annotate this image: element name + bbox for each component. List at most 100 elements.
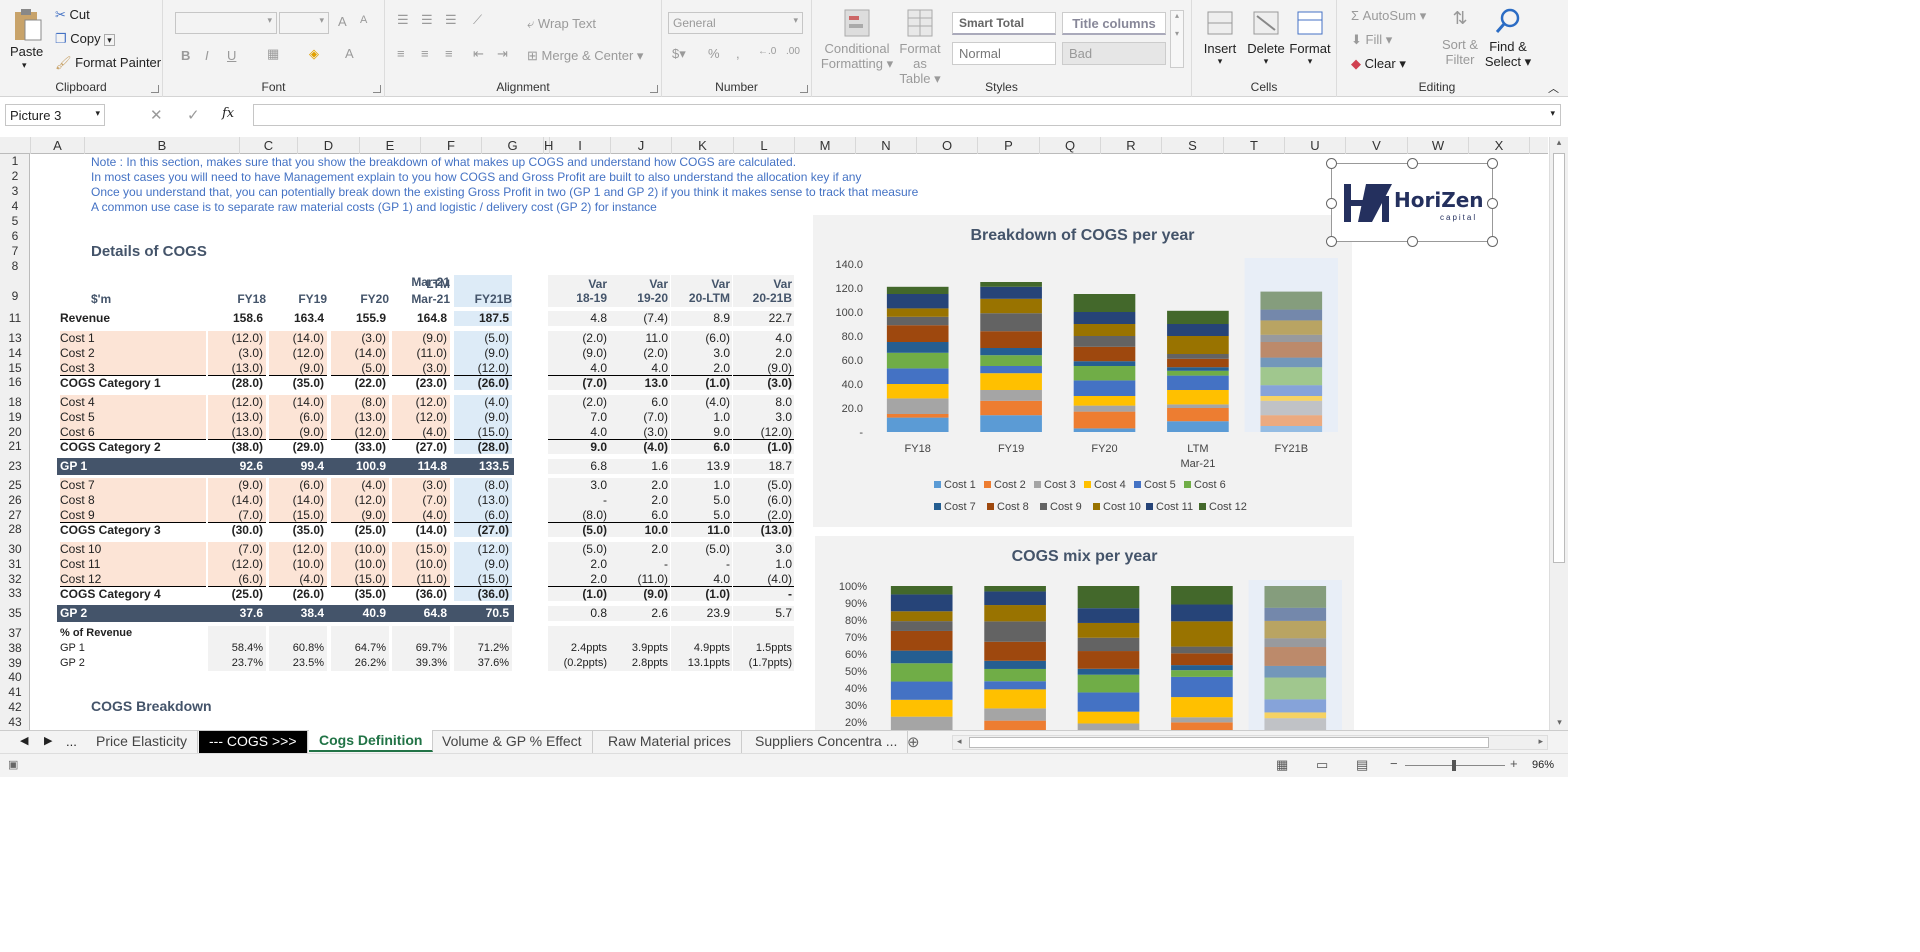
collapse-ribbon-icon[interactable]: ︿ bbox=[1548, 83, 1559, 95]
row-header[interactable]: 15 bbox=[8, 361, 22, 375]
format-as-table-button[interactable]: Format as Table ▾ bbox=[892, 8, 948, 87]
bar-segment[interactable] bbox=[1260, 385, 1323, 396]
styles-scroll[interactable]: ▴ ▾ bbox=[1170, 10, 1184, 68]
bar-segment[interactable] bbox=[1167, 408, 1229, 422]
currency-icon[interactable]: $▾ bbox=[672, 46, 686, 61]
column-header[interactable]: G bbox=[482, 137, 544, 154]
bar-segment[interactable] bbox=[890, 594, 953, 612]
align-middle-icon[interactable]: ☰ bbox=[421, 12, 433, 27]
bar-segment[interactable] bbox=[980, 313, 1042, 332]
bar-segment[interactable] bbox=[1171, 717, 1233, 723]
row-header[interactable]: 23 bbox=[8, 459, 22, 473]
bar-segment[interactable] bbox=[886, 414, 949, 418]
bar-segment[interactable] bbox=[980, 331, 1042, 348]
bar-segment[interactable] bbox=[980, 282, 1042, 287]
zoom-slider[interactable] bbox=[1405, 760, 1505, 771]
sheet-tab[interactable]: --- COGS >>> bbox=[199, 731, 308, 753]
bar-segment[interactable] bbox=[984, 660, 1046, 669]
sheet-tab[interactable]: Suppliers Concentra ... bbox=[745, 731, 909, 753]
column-header[interactable]: M bbox=[795, 137, 856, 154]
bar-segment[interactable] bbox=[1077, 692, 1140, 712]
bar-segment[interactable] bbox=[1264, 638, 1327, 648]
bar-segment[interactable] bbox=[1260, 357, 1323, 368]
bar-segment[interactable] bbox=[1073, 380, 1136, 396]
bar-segment[interactable] bbox=[890, 621, 953, 631]
bar-segment[interactable] bbox=[1167, 390, 1229, 405]
format-painter-button[interactable]: 🖌 Format Painter bbox=[55, 55, 162, 70]
align-left-icon[interactable]: ≡ bbox=[397, 46, 405, 61]
bar-segment[interactable] bbox=[1167, 421, 1229, 432]
comma-button[interactable]: , bbox=[736, 46, 740, 61]
zoom-level[interactable]: 96% bbox=[1532, 759, 1555, 771]
column-header[interactable]: A bbox=[31, 137, 85, 154]
formula-input[interactable]: ▾ bbox=[253, 104, 1561, 126]
row-header[interactable]: 9 bbox=[11, 289, 19, 303]
bar-segment[interactable] bbox=[984, 689, 1046, 709]
find-select-button[interactable]: Find & Select ▾ bbox=[1483, 6, 1533, 70]
bar-segment[interactable] bbox=[1171, 621, 1233, 647]
page-layout-icon[interactable]: ▭ bbox=[1316, 757, 1329, 772]
bar-segment[interactable] bbox=[1260, 309, 1323, 321]
bar-segment[interactable] bbox=[984, 591, 1046, 606]
align-right-icon[interactable]: ≡ bbox=[445, 46, 453, 61]
font-size-combo[interactable]: ▾ bbox=[279, 12, 329, 34]
row-header[interactable]: 39 bbox=[8, 656, 22, 670]
column-header[interactable]: K bbox=[672, 137, 734, 154]
column-header[interactable]: T bbox=[1224, 137, 1285, 154]
autosum-button[interactable]: Σ AutoSum ▾ bbox=[1351, 8, 1427, 23]
bar-segment[interactable] bbox=[890, 681, 953, 700]
bar-segment[interactable] bbox=[890, 611, 953, 622]
resize-handle[interactable] bbox=[1487, 236, 1498, 247]
row-header[interactable]: 25 bbox=[8, 478, 22, 492]
bar-segment[interactable] bbox=[1073, 324, 1136, 336]
chart-cogs-mix[interactable]: COGS mix per year 100% 90% 80% 70% 60% 50% 40%… bbox=[815, 536, 1354, 730]
grow-font-button[interactable]: A bbox=[338, 14, 347, 29]
copy-button[interactable]: ❐ Copy ▾ bbox=[55, 31, 115, 47]
column-header[interactable]: J bbox=[611, 137, 672, 154]
fill-button[interactable]: ⬇ Fill ▾ bbox=[1351, 32, 1393, 47]
bar-segment[interactable] bbox=[890, 716, 953, 730]
row-header[interactable]: 28 bbox=[8, 522, 22, 536]
row-header[interactable]: 5 bbox=[11, 214, 19, 228]
cancel-icon[interactable]: ✕ bbox=[150, 107, 163, 124]
bar-segment[interactable] bbox=[1073, 312, 1136, 324]
bar-segment[interactable] bbox=[1264, 699, 1327, 713]
name-box[interactable]: Picture 3 ▾ bbox=[5, 104, 105, 126]
select-all-corner[interactable] bbox=[0, 137, 31, 154]
bar-segment[interactable] bbox=[1264, 665, 1327, 678]
enter-icon[interactable]: ✓ bbox=[187, 107, 200, 124]
tab-scroll-right-icon[interactable]: ▶ bbox=[44, 735, 53, 747]
insert-function-button[interactable]: fx bbox=[222, 106, 235, 121]
bar-segment[interactable] bbox=[1077, 622, 1140, 638]
bar-segment[interactable] bbox=[984, 621, 1046, 642]
number-format-combo[interactable]: General ▾ bbox=[668, 12, 803, 34]
clear-button[interactable]: ◆ Clear ▾ bbox=[1351, 56, 1406, 71]
bar-segment[interactable] bbox=[886, 398, 949, 414]
bar-segment[interactable] bbox=[1171, 653, 1233, 666]
bar-segment[interactable] bbox=[980, 366, 1042, 374]
scroll-up-icon[interactable]: ▴ bbox=[1556, 137, 1562, 147]
row-header[interactable]: 32 bbox=[8, 572, 22, 586]
bar-segment[interactable] bbox=[980, 286, 1042, 299]
macro-record-icon[interactable]: ▣ bbox=[8, 759, 19, 771]
bar-segment[interactable] bbox=[1167, 324, 1229, 336]
merge-center-button[interactable]: ⊞ Merge & Center ▾ bbox=[527, 48, 644, 63]
bar-segment[interactable] bbox=[1260, 426, 1323, 432]
bar-segment[interactable] bbox=[1264, 718, 1327, 730]
tab-scroll-left-icon[interactable]: ◀ bbox=[20, 735, 29, 747]
bar-segment[interactable] bbox=[1264, 620, 1327, 639]
hscroll-thumb[interactable] bbox=[969, 737, 1489, 748]
chevron-down-icon[interactable]: ▾ bbox=[104, 34, 115, 46]
row-header[interactable]: 31 bbox=[8, 557, 22, 571]
resize-handle[interactable] bbox=[1487, 158, 1498, 169]
bar-segment[interactable] bbox=[890, 630, 953, 651]
sheet-tab[interactable]: Cogs Definition bbox=[309, 730, 434, 752]
resize-handle[interactable] bbox=[1407, 158, 1418, 169]
bar-segment[interactable] bbox=[1264, 607, 1327, 621]
style-bad[interactable]: Bad bbox=[1062, 42, 1166, 65]
number-launcher-icon[interactable] bbox=[800, 85, 808, 93]
bar-segment[interactable] bbox=[984, 708, 1046, 721]
row-header[interactable]: 14 bbox=[8, 346, 22, 360]
bar-segment[interactable] bbox=[1264, 586, 1327, 608]
add-sheet-icon[interactable]: ⊕ bbox=[907, 734, 920, 751]
